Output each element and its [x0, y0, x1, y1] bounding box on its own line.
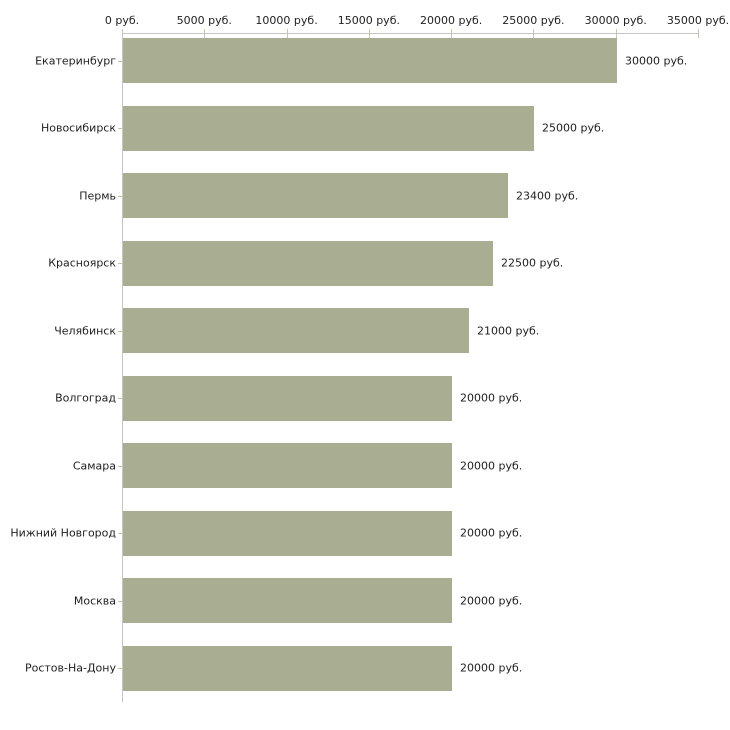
- bar-5[interactable]: [123, 376, 452, 421]
- x-axis-tick: [451, 29, 453, 38]
- y-axis-tick: [118, 668, 122, 669]
- y-axis-tick: [118, 128, 122, 129]
- x-axis-tick-label: 15000 руб.: [337, 14, 400, 27]
- value-label: 30000 руб.: [625, 54, 688, 68]
- x-axis-tick: [615, 29, 617, 38]
- category-label: Новосибирск: [40, 121, 116, 135]
- value-label: 20000 руб.: [460, 526, 523, 540]
- category-label: Москва: [73, 594, 116, 608]
- category-label: Красноярск: [48, 256, 116, 270]
- category-label: Нижний Новгород: [10, 526, 116, 540]
- category-label: Екатеринбург: [35, 54, 116, 68]
- bar-8[interactable]: [123, 578, 452, 623]
- x-axis-tick-label: 30000 руб.: [584, 14, 647, 27]
- category-label: Ростов-На-Дону: [24, 661, 116, 675]
- bar-2[interactable]: [123, 173, 508, 218]
- category-label: Челябинск: [54, 324, 116, 338]
- value-label: 22500 руб.: [501, 256, 564, 270]
- x-axis-tick-label: 5000 руб.: [176, 14, 232, 27]
- x-axis-tick: [204, 29, 206, 38]
- y-axis-tick: [118, 263, 122, 264]
- x-axis-tick-label: 0 руб.: [104, 14, 140, 27]
- bar-3[interactable]: [123, 241, 493, 286]
- x-axis-tick-label: 20000 руб.: [420, 14, 483, 27]
- x-axis-line: [122, 33, 699, 34]
- y-axis-tick: [118, 533, 122, 534]
- category-label: Самара: [72, 459, 116, 473]
- value-label: 20000 руб.: [460, 594, 523, 608]
- x-axis-tick-label: 10000 руб.: [255, 14, 318, 27]
- y-axis-tick: [118, 196, 122, 197]
- x-axis-tick-label: 25000 руб.: [502, 14, 565, 27]
- y-axis-tick: [118, 331, 122, 332]
- x-axis-tick-label: 35000 руб.: [666, 14, 730, 27]
- x-axis-tick: [286, 29, 288, 38]
- bar-9[interactable]: [123, 646, 452, 691]
- category-label: Волгоград: [55, 391, 116, 405]
- y-axis-tick: [118, 398, 122, 399]
- value-label: 20000 руб.: [460, 661, 523, 675]
- x-axis-tick: [533, 29, 535, 38]
- value-label: 20000 руб.: [460, 459, 523, 473]
- x-axis-tick: [368, 29, 370, 38]
- y-axis-tick: [118, 601, 122, 602]
- bar-0[interactable]: [123, 38, 617, 83]
- category-label: Пермь: [79, 189, 116, 203]
- bar-4[interactable]: [123, 308, 469, 353]
- value-label: 25000 руб.: [542, 121, 605, 135]
- value-label: 20000 руб.: [460, 391, 523, 405]
- y-axis-line: [122, 33, 123, 702]
- x-axis-tick: [698, 29, 699, 38]
- bar-6[interactable]: [123, 443, 452, 488]
- y-axis-tick: [118, 61, 122, 62]
- value-label: 21000 руб.: [477, 324, 540, 338]
- bar-1[interactable]: [123, 106, 534, 151]
- value-label: 23400 руб.: [516, 189, 579, 203]
- bar-7[interactable]: [123, 511, 452, 556]
- y-axis-tick: [118, 466, 122, 467]
